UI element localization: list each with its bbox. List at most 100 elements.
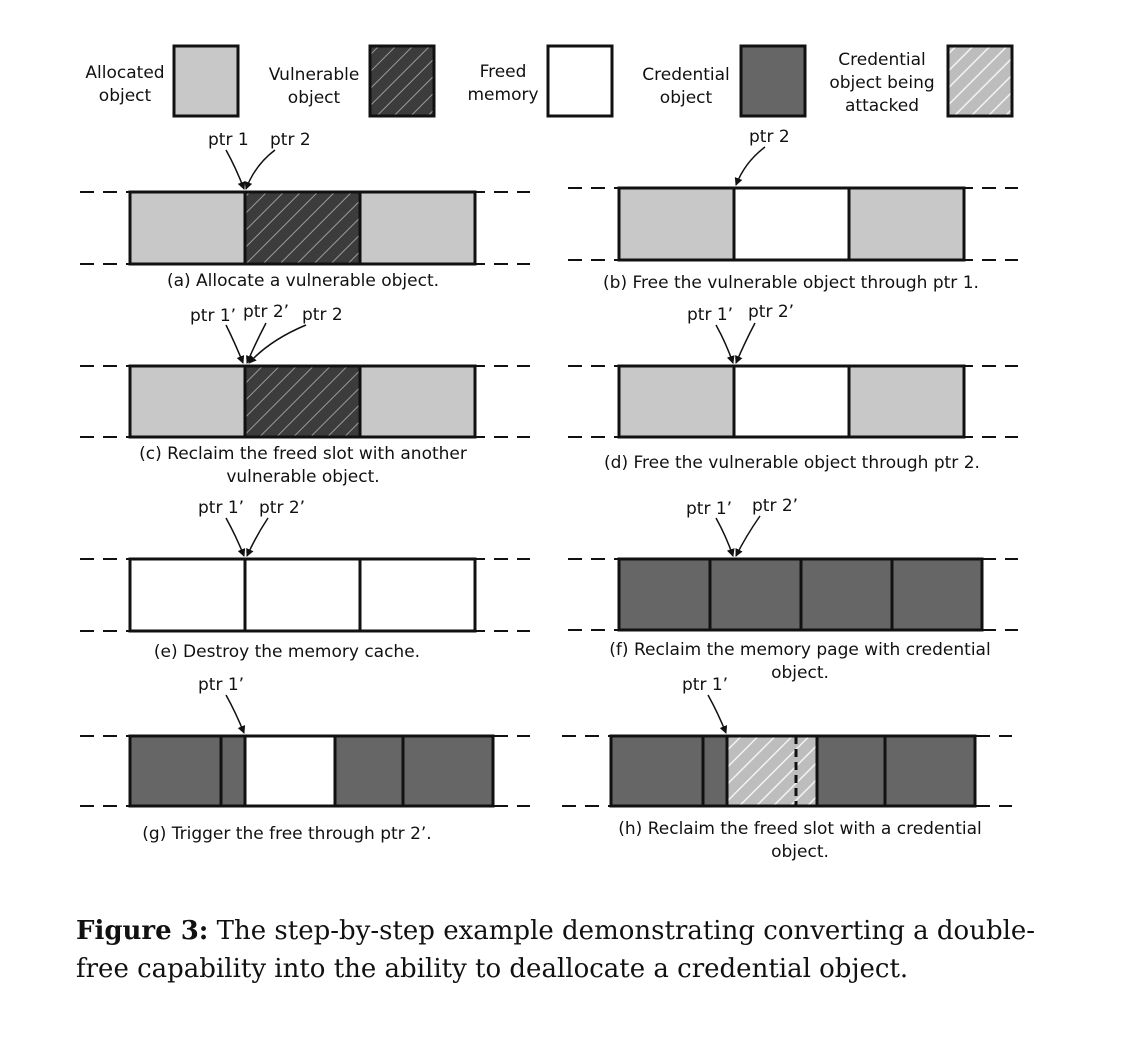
legend-freed-swatch: [546, 44, 614, 118]
panel-f-pointer-arrow: [735, 515, 761, 557]
panel-h-slot-credential: [883, 734, 977, 808]
panel-a-caption: (a) Allocate a vulnerable object.: [167, 271, 439, 291]
legend-allocated: Allocated object: [85, 44, 240, 118]
panel-f-slot-credential: [708, 557, 803, 632]
legend-allocated-label-1: Allocated: [85, 63, 164, 83]
panel-e-pointer-arrow: [246, 517, 269, 557]
panel-a-slot-vulnerable: [243, 190, 362, 266]
panel-f-pointer-arrow: [715, 517, 735, 557]
panel-a-pointer-arrow: [244, 149, 276, 190]
panel-g: ptr 1’ (g) Trigger the free through ptr …: [80, 675, 530, 844]
legend-attacked-label-3: attacked: [845, 96, 919, 116]
panel-a-pointer-label: ptr 2: [270, 130, 311, 150]
panel-a: ptr 1 ptr 2 (a) Allocate a vulnerable ob…: [80, 130, 530, 291]
panel-f: ptr 1’ ptr 2’ (f) Reclaim the memory pag…: [568, 496, 1018, 683]
panel-c-slot-allocated: [128, 364, 247, 439]
legend-attacked: Credential object being attacked: [829, 44, 1014, 118]
panel-c-pointer-arrow: [246, 322, 267, 364]
figure-caption-label: Figure 3:: [76, 916, 209, 946]
panel-e-caption: (e) Destroy the memory cache.: [154, 642, 420, 662]
panel-e-slot-freed: [358, 557, 477, 633]
figure-caption-text: The step-by-step example demonstrating c…: [76, 916, 1036, 984]
panel-h-slot-attacked: [725, 734, 819, 808]
panel-g-caption: (g) Trigger the free through ptr 2’.: [142, 824, 431, 844]
panel-c-pointer-arrow: [248, 324, 307, 364]
legend: Allocated object Vulnerable object Freed…: [85, 44, 1014, 118]
panel-a-slot-allocated: [358, 190, 477, 266]
panel-h-pointer-label: ptr 1’: [682, 675, 728, 695]
panel-h-slot-credential: [701, 734, 729, 808]
panel-a-slot-allocated: [128, 190, 247, 266]
legend-vulnerable: Vulnerable object: [269, 44, 436, 118]
panel-d-pointer-arrow: [735, 322, 756, 364]
panel-d-slot-allocated: [847, 364, 966, 439]
panel-f-slot-credential: [890, 557, 984, 632]
panel-b-slot-freed: [732, 186, 851, 262]
panel-f-pointer-label: ptr 1’: [686, 499, 732, 519]
panel-b-slot-allocated: [617, 186, 736, 262]
legend-credential-label-1: Credential: [642, 65, 730, 85]
panel-e-pointer-arrow: [225, 517, 246, 557]
panel-d-pointer-label: ptr 1’: [687, 305, 733, 325]
panel-g-pointer-arrow: [225, 694, 246, 734]
panel-f-slot-credential: [617, 557, 712, 632]
panel-g-slot-freed: [243, 734, 337, 808]
panel-e-pointer-label: ptr 1’: [198, 498, 244, 518]
panel-h-caption: (h) Reclaim the freed slot with a creden…: [618, 819, 981, 839]
panel-c-caption: (c) Reclaim the freed slot with another: [139, 444, 467, 464]
legend-freed-label-2: memory: [467, 85, 538, 105]
panel-f-slot-credential: [799, 557, 894, 632]
legend-vulnerable-label-1: Vulnerable: [269, 65, 360, 85]
panel-g-pointer-label: ptr 1’: [198, 675, 244, 695]
panel-h-slot-credential: [609, 734, 705, 808]
panel-g-slot-credential: [128, 734, 223, 808]
panel-b-slot-allocated: [847, 186, 966, 262]
panel-d-slot-freed: [732, 364, 851, 439]
panel-c-pointer-label: ptr 1’: [190, 306, 236, 326]
panel-c-pointer-label: ptr 2: [302, 305, 343, 325]
legend-allocated-swatch: [172, 44, 240, 118]
panel-d: ptr 1’ ptr 2’ (d) Free the vulnerable ob…: [568, 302, 1018, 473]
legend-credential-swatch: [739, 44, 807, 118]
legend-freed-label-1: Freed: [480, 62, 527, 82]
panel-g-slot-credential: [219, 734, 247, 808]
panel-b-pointer-label: ptr 2: [749, 127, 790, 147]
panel-d-pointer-label: ptr 2’: [748, 302, 794, 322]
legend-vulnerable-label-2: object: [288, 88, 341, 108]
heap-diagram: Allocated object Vulnerable object Freed…: [80, 44, 1018, 862]
panel-e: ptr 1’ ptr 2’ (e) Destroy the memory cac…: [80, 498, 530, 662]
panel-b: ptr 2 (b) Free the vulnerable object thr…: [568, 127, 1018, 293]
figure-caption: Figure 3: The step-by-step example demon…: [76, 912, 1036, 988]
panel-c-pointer-arrow: [225, 324, 245, 364]
panel-h-pointer-arrow: [707, 694, 728, 734]
panel-d-caption: (d) Free the vulnerable object through p…: [604, 453, 980, 473]
panel-c-pointer-label: ptr 2’: [243, 302, 289, 322]
panel-g-slot-credential: [401, 734, 495, 808]
legend-credential: Credential object: [642, 44, 807, 118]
panel-e-slot-freed: [128, 557, 247, 633]
legend-vulnerable-swatch: [368, 44, 436, 118]
panel-a-pointer-label: ptr 1: [208, 130, 249, 150]
panel-d-pointer-arrow: [715, 324, 735, 364]
panel-f-caption: (f) Reclaim the memory page with credent…: [609, 640, 990, 660]
panel-h-slot-credential: [815, 734, 887, 808]
panel-b-pointer-arrow: [734, 146, 766, 186]
panel-c-slot-vulnerable: [243, 364, 362, 439]
panel-c: ptr 1’ ptr 2’ ptr 2 (c) Reclaim the free…: [80, 302, 530, 487]
panel-h: ptr 1’ (h) Reclaim the freed slot with a…: [562, 675, 1012, 862]
panel-a-pointer-arrow: [225, 149, 246, 190]
panel-f-caption: object.: [771, 663, 829, 683]
legend-allocated-label-2: object: [99, 86, 152, 106]
panel-c-slot-allocated: [358, 364, 477, 439]
legend-credential-label-2: object: [660, 88, 713, 108]
legend-freed: Freed memory: [467, 44, 614, 118]
panel-b-caption: (b) Free the vulnerable object through p…: [603, 273, 979, 293]
panel-g-slot-credential: [333, 734, 405, 808]
panel-d-slot-allocated: [617, 364, 736, 439]
panel-e-pointer-label: ptr 2’: [259, 498, 305, 518]
legend-attacked-label-1: Credential: [838, 50, 926, 70]
panel-e-slot-freed: [243, 557, 362, 633]
panel-f-pointer-label: ptr 2’: [752, 496, 798, 516]
panel-h-caption: object.: [771, 842, 829, 862]
legend-attacked-swatch: [946, 44, 1014, 118]
